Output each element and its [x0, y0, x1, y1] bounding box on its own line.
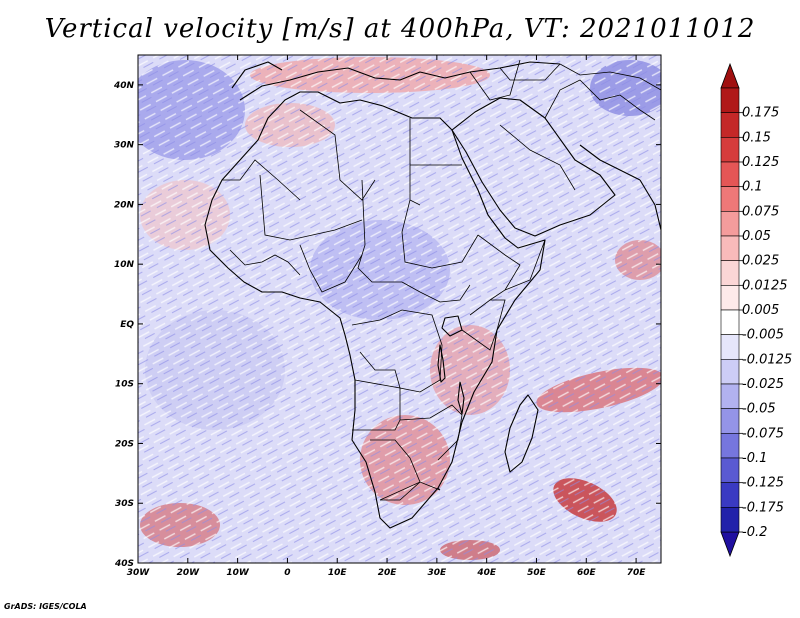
colorbar-swatch	[720, 433, 740, 459]
colorbar-swatch	[720, 87, 740, 113]
lat-tick-label: 30S	[115, 499, 134, 509]
lat-tick-label: 20S	[115, 439, 134, 449]
india-coastline	[639, 179, 661, 231]
map-title: Vertical velocity [m/s] at 400hPa, VT: 2…	[44, 14, 756, 44]
border-sahara-west	[222, 159, 301, 201]
border-ethiopia	[477, 234, 521, 301]
lon-tick-label: 30W	[127, 568, 151, 578]
africa-coastline	[204, 91, 546, 529]
border-sudan	[401, 199, 479, 269]
colorbar-swatch	[720, 112, 740, 138]
lat-tick-label: EQ	[120, 320, 134, 330]
border-chad	[357, 179, 402, 283]
colorbar-swatch	[720, 235, 740, 261]
border-tanzania-kenya	[461, 299, 506, 351]
border-middle-east	[469, 59, 656, 121]
colorbar-label: -0.05	[742, 402, 776, 417]
border-algeria-libya	[299, 109, 376, 201]
colorbar-swatch	[720, 137, 740, 163]
colorbar-swatch	[720, 161, 740, 187]
border-arabia-inner	[499, 124, 576, 191]
colorbar-label: 0.025	[742, 254, 779, 269]
colorbar-label: -0.175	[742, 500, 784, 515]
lon-tick-label: 60E	[577, 568, 597, 578]
colorbar-label: -0.2	[742, 525, 767, 540]
colorbar-label: 0.005	[742, 303, 779, 318]
colorbar-label: -0.075	[742, 426, 784, 441]
colorbar-swatch	[720, 334, 740, 360]
colorbar-top-arrow	[720, 62, 740, 89]
map-frame	[137, 54, 662, 564]
velocity-field	[138, 55, 661, 563]
colorbar-bottom-arrow	[720, 531, 740, 558]
colorbar-swatch	[720, 457, 740, 483]
colorbar-label: 0.175	[742, 106, 779, 121]
border-central-asia	[559, 63, 661, 91]
colorbar-swatch	[720, 507, 740, 533]
colorbar-swatch	[720, 383, 740, 409]
persian-gulf-coastline	[579, 144, 641, 181]
lon-tick-label: 10E	[328, 568, 348, 578]
colorbar-label: -0.125	[742, 476, 784, 491]
border-south-sudan	[401, 281, 471, 303]
border-nigeria	[299, 244, 363, 293]
lake-malawi	[457, 381, 465, 415]
lon-tick-label: 10W	[226, 568, 250, 578]
lake-tanganyika	[437, 344, 446, 383]
colorbar-swatch	[720, 309, 740, 335]
lat-tick-label: 10S	[115, 380, 134, 390]
colorbar-label: 0.075	[742, 204, 779, 219]
colorbar-label: 0.05	[742, 229, 771, 244]
border-mali-niger	[259, 174, 363, 241]
border-zambia-mozambique	[399, 404, 463, 461]
colorbar-label: -0.005	[742, 328, 784, 343]
lat-tick-label: 30N	[114, 141, 135, 151]
border-south-africa	[379, 481, 441, 501]
lake-victoria	[441, 315, 463, 337]
lon-tick-label: 30E	[428, 568, 448, 578]
lon-tick-label: 50E	[527, 568, 547, 578]
lat-tick-label: 20N	[114, 200, 135, 210]
colorbar-swatch	[720, 211, 740, 237]
lon-tick-label: 70E	[627, 568, 647, 578]
colorbar-swatch	[720, 285, 740, 311]
credit-label: GrADS: IGES/COLA	[4, 602, 87, 611]
iberia-coastline	[231, 61, 283, 89]
colorbar-label: -0.1	[742, 451, 767, 466]
colorbar: 0.175 0.15 0.125 0.1 0.075 0.05 0.025 0.0125 0.0…	[720, 62, 792, 558]
lat-tick-label: 40S	[114, 559, 134, 569]
colorbar-label: -0.025	[742, 377, 784, 392]
border-turkey-region	[499, 63, 561, 81]
colorbar-label: 0.1	[742, 180, 763, 195]
lon-tick-label: 40E	[476, 568, 497, 578]
border-namibia-botswana	[370, 439, 421, 501]
colorbar-swatch	[720, 359, 740, 385]
colorbar-label: 0.0125	[742, 278, 788, 293]
colorbar-label: -0.0125	[742, 352, 792, 367]
colorbar-swatch	[720, 260, 740, 286]
border-somalia	[504, 239, 546, 291]
colorbar-swatch	[720, 408, 740, 434]
arabian-peninsula-coastline	[451, 97, 616, 237]
lon-tick-label: 20E	[378, 568, 398, 578]
lat-tick-label: 10N	[114, 260, 135, 270]
lat-tick-label: 40N	[113, 81, 135, 91]
streak-texture	[138, 55, 661, 563]
colorbar-label: 0.125	[742, 155, 779, 170]
country-borders	[222, 59, 661, 501]
lon-tick-label: 0	[284, 568, 290, 578]
colorbar-label: 0.15	[742, 130, 771, 145]
colorbar-swatch	[720, 186, 740, 212]
lon-tick-label: 20W	[177, 568, 201, 578]
colorbar-swatch	[720, 482, 740, 508]
border-drc	[351, 309, 443, 393]
border-westafrica	[229, 249, 301, 276]
madagascar-coastline	[504, 394, 539, 473]
